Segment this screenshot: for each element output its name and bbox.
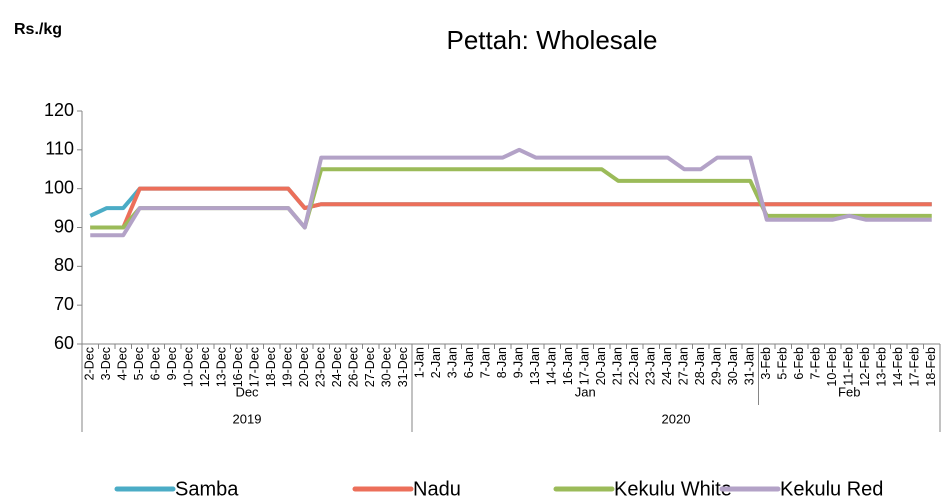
- x-tick-label: 26-Dec: [347, 347, 361, 387]
- x-tick-label: 10-Feb: [825, 347, 839, 387]
- x-tick-label: 19-Dec: [281, 347, 295, 387]
- x-tick-label: 3-Feb: [759, 347, 773, 380]
- x-tick-label: 17-Jan: [578, 347, 592, 385]
- year-label: 2020: [662, 411, 691, 426]
- y-axis-label: Rs./kg: [14, 21, 62, 38]
- x-tick-label: 17-Feb: [908, 347, 922, 387]
- x-tick-label: 12-Dec: [198, 347, 212, 387]
- x-tick-label: 30-Jan: [726, 347, 740, 385]
- month-label: Jan: [575, 384, 596, 399]
- x-tick-label: 6-Jan: [462, 347, 476, 378]
- y-tick-label: 110: [45, 139, 74, 159]
- x-tick-label: 27-Dec: [363, 347, 377, 387]
- x-tick-label: 31-Dec: [396, 347, 410, 387]
- x-tick-label: 13-Jan: [528, 347, 542, 385]
- x-tick-label: 6-Feb: [792, 347, 806, 380]
- x-tick-label: 8-Jan: [495, 347, 509, 378]
- x-tick-label: 27-Jan: [677, 347, 691, 385]
- y-tick-label: 100: [44, 177, 74, 197]
- x-tick-label: 28-Jan: [693, 347, 707, 385]
- x-tick-label: 2-Dec: [83, 347, 97, 380]
- x-tick-label: 9-Jan: [512, 347, 526, 378]
- y-tick-label: 80: [54, 255, 74, 275]
- month-label: Dec: [235, 384, 259, 399]
- legend-label: Nadu: [413, 478, 461, 500]
- x-tick-label: 5-Dec: [132, 347, 146, 380]
- x-tick-label: 23-Jan: [644, 347, 658, 385]
- x-tick-label: 31-Jan: [743, 347, 757, 385]
- x-tick-label: 14-Jan: [545, 347, 559, 385]
- x-tick-label: 20-Jan: [594, 347, 608, 385]
- x-tick-label: 22-Jan: [627, 347, 641, 385]
- x-tick-label: 5-Feb: [776, 347, 790, 380]
- x-tick-label: 7-Jan: [479, 347, 493, 378]
- y-tick-label: 90: [54, 216, 74, 236]
- x-tick-label: 29-Jan: [710, 347, 724, 385]
- x-tick-label: 13-Feb: [875, 347, 889, 387]
- x-tick-label: 18-Feb: [924, 347, 938, 387]
- x-tick-label: 20-Dec: [297, 347, 311, 387]
- x-tick-label: 17-Dec: [248, 347, 262, 387]
- legend-label: Samba: [175, 478, 239, 500]
- legend-label: Kekulu White: [614, 478, 732, 500]
- x-tick-label: 24-Dec: [330, 347, 344, 387]
- x-tick-label: 10-Dec: [182, 347, 196, 387]
- x-tick-label: 23-Dec: [314, 347, 328, 387]
- x-tick-label: 1-Jan: [413, 347, 427, 378]
- x-tick-label: 6-Dec: [149, 347, 163, 380]
- chart-title: Pettah: Wholesale: [446, 25, 657, 55]
- x-tick-label: 18-Dec: [264, 347, 278, 387]
- x-tick-label: 12-Feb: [858, 347, 872, 387]
- y-tick-label: 60: [54, 333, 74, 353]
- x-tick-label: 3-Jan: [446, 347, 460, 378]
- y-tick-label: 120: [44, 100, 74, 120]
- x-tick-label: 16-Dec: [231, 347, 245, 387]
- legend-label: Kekulu Red: [780, 478, 883, 500]
- x-tick-label: 24-Jan: [660, 347, 674, 385]
- x-tick-label: 9-Dec: [165, 347, 179, 380]
- x-tick-label: 4-Dec: [116, 347, 130, 380]
- x-tick-label: 21-Jan: [611, 347, 625, 385]
- x-tick-label: 3-Dec: [99, 347, 113, 380]
- month-label: Feb: [838, 384, 860, 399]
- series-line: [90, 147, 932, 238]
- x-tick-label: 14-Feb: [891, 347, 905, 387]
- x-tick-label: 30-Dec: [380, 347, 394, 387]
- series-line: [90, 186, 932, 230]
- x-tick-label: 13-Dec: [215, 347, 229, 387]
- x-tick-label: 2-Jan: [429, 347, 443, 378]
- x-tick-label: 16-Jan: [561, 347, 575, 385]
- y-tick-label: 70: [54, 294, 74, 314]
- x-tick-label: 11-Feb: [842, 347, 856, 386]
- x-tick-label: 7-Feb: [809, 347, 823, 380]
- year-label: 2019: [233, 411, 262, 426]
